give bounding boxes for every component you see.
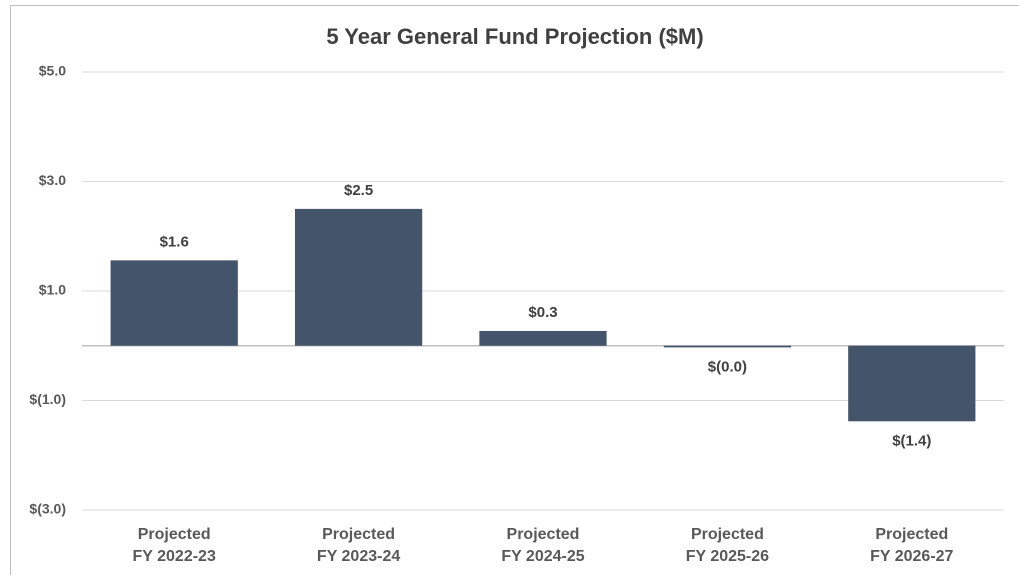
x-tick-line: FY 2026-27	[870, 548, 953, 565]
bar	[663, 345, 792, 348]
data-label: $1.6	[160, 233, 189, 250]
y-tick-label: $3.0	[39, 172, 66, 188]
x-tick-line: Projected	[322, 526, 395, 543]
x-tick-line: Projected	[507, 526, 580, 543]
bar	[479, 330, 607, 346]
bar	[848, 345, 976, 422]
y-tick-label: $1.0	[39, 282, 66, 298]
chart-title: 5 Year General Fund Projection ($M)	[326, 24, 703, 49]
x-tick-line: Projected	[875, 526, 948, 543]
x-tick-label: Projected FY 2024-25	[501, 526, 584, 565]
data-label: $(1.4)	[892, 432, 931, 449]
x-tick-label: Projected FY 2023-24	[317, 526, 400, 565]
x-tick-line: Projected	[691, 526, 764, 543]
bar	[110, 260, 238, 346]
x-tick-label: Projected FY 2025-26	[686, 526, 769, 565]
x-tick-label: Projected FY 2026-27	[870, 526, 953, 565]
x-tick-line: FY 2023-24	[317, 548, 400, 565]
x-tick-line: FY 2024-25	[501, 548, 584, 565]
bar	[294, 208, 423, 346]
y-tick-label: $5.0	[39, 63, 66, 79]
x-tick-line: FY 2022-23	[133, 548, 216, 565]
x-tick-line: FY 2025-26	[686, 548, 769, 565]
data-label: $(0.0)	[708, 358, 747, 375]
x-tick-label: Projected FY 2022-23	[133, 526, 216, 565]
y-tick-label: $(1.0)	[29, 391, 66, 407]
data-label: $2.5	[344, 182, 373, 199]
data-label: $0.3	[528, 304, 557, 321]
x-tick-line: Projected	[138, 526, 211, 543]
y-tick-label: $(3.0)	[29, 501, 66, 517]
